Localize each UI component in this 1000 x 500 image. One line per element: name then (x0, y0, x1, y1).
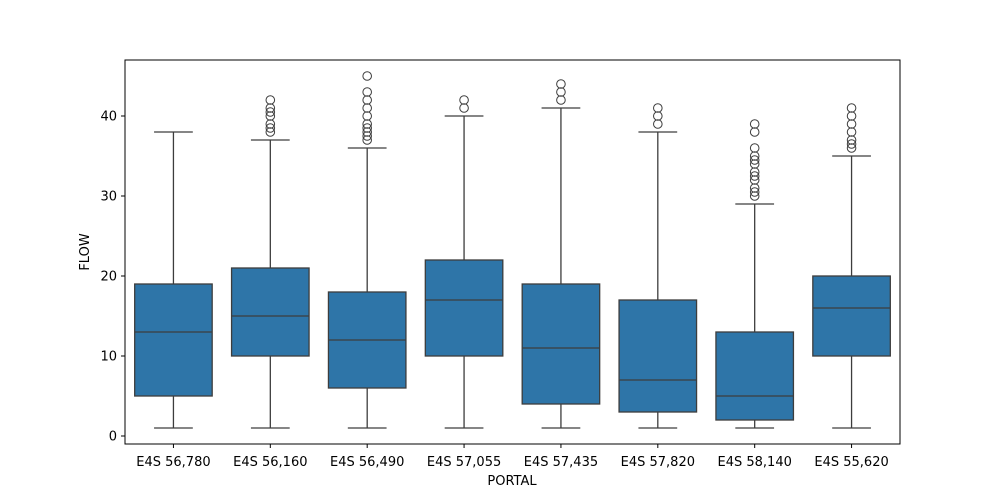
x-tick-label: E4S 57,055 (427, 455, 501, 470)
y-tick-label: 40 (100, 110, 117, 125)
outlier-point (265, 123, 276, 133)
outlier-point (362, 111, 372, 121)
x-tick-label: E4S 56,490 (330, 455, 404, 470)
x-tick-label: E4S 57,820 (621, 455, 695, 470)
y-axis-label: FLOW (78, 233, 93, 270)
outlier-point (749, 155, 760, 165)
box-group (327, 71, 407, 429)
outlier-point (846, 103, 857, 113)
outlier-point (265, 111, 276, 121)
outlier-point (362, 135, 372, 145)
x-axis: E4S 56,780 E4S 56,160 E4S 56,490 E4S 57,055… (136, 444, 889, 470)
outlier-point (749, 191, 760, 201)
outlier-point (846, 119, 857, 129)
iqr-box (521, 283, 601, 405)
outlier-point (846, 135, 857, 145)
outlier-point (556, 87, 566, 97)
x-tick-label: E4S 56,160 (233, 455, 307, 470)
outlier-point (749, 151, 760, 161)
outlier-point (653, 119, 663, 129)
outlier-point (362, 87, 372, 97)
y-axis: 0 10 20 30 40 (100, 110, 125, 445)
outlier-point (653, 103, 663, 113)
box-group (715, 119, 795, 429)
outlier-point (749, 127, 760, 137)
outlier-point (265, 127, 276, 137)
outlier-point (653, 111, 663, 121)
outlier-point (749, 171, 760, 181)
x-tick-label: E4S 57,435 (524, 455, 598, 470)
outlier-point (846, 139, 857, 149)
outlier-point (846, 127, 857, 137)
outlier-point (362, 131, 372, 141)
iqr-box (230, 267, 310, 357)
outlier-point (362, 123, 372, 133)
x-tick-label: E4S 56,780 (136, 455, 210, 470)
y-tick-label: 30 (100, 190, 117, 205)
outlier-point (265, 107, 276, 117)
x-axis-label: PORTAL (487, 474, 537, 489)
outlier-point (556, 95, 566, 105)
outlier-point (749, 187, 760, 197)
outlier-point (846, 111, 857, 121)
x-tick-label: E4S 58,140 (718, 455, 792, 470)
outlier-point (459, 95, 469, 105)
outlier-point (749, 175, 760, 185)
outlier-point (265, 95, 276, 105)
outlier-point (362, 119, 372, 129)
outlier-point (749, 183, 760, 193)
iqr-box (812, 275, 891, 357)
x-tick-label: E4S 55,620 (814, 455, 888, 470)
outlier-point (749, 119, 760, 129)
y-tick-label: 10 (100, 350, 117, 365)
box-group (812, 103, 891, 429)
y-tick-label: 0 (109, 430, 117, 445)
box-group (230, 95, 310, 429)
outlier-point (749, 143, 760, 153)
box-group (134, 131, 213, 429)
outlier-point (362, 95, 372, 105)
plot-area (134, 71, 891, 429)
outlier-point (265, 119, 276, 129)
outlier-point (362, 127, 372, 137)
iqr-box (424, 259, 504, 357)
outlier-point (362, 103, 372, 113)
box-group (424, 95, 504, 429)
outlier-point (846, 143, 857, 153)
outlier-point (362, 71, 372, 81)
outlier-point (459, 103, 469, 113)
outlier-point (749, 159, 760, 169)
y-tick-label: 20 (100, 270, 117, 285)
box-group (521, 79, 601, 429)
plot-frame (124, 59, 901, 445)
outlier-point (749, 167, 760, 177)
iqr-box (618, 299, 698, 413)
outlier-point (265, 103, 276, 113)
iqr-box (715, 331, 795, 421)
outlier-point (556, 79, 566, 89)
iqr-box (134, 283, 213, 397)
box-group (618, 103, 698, 429)
